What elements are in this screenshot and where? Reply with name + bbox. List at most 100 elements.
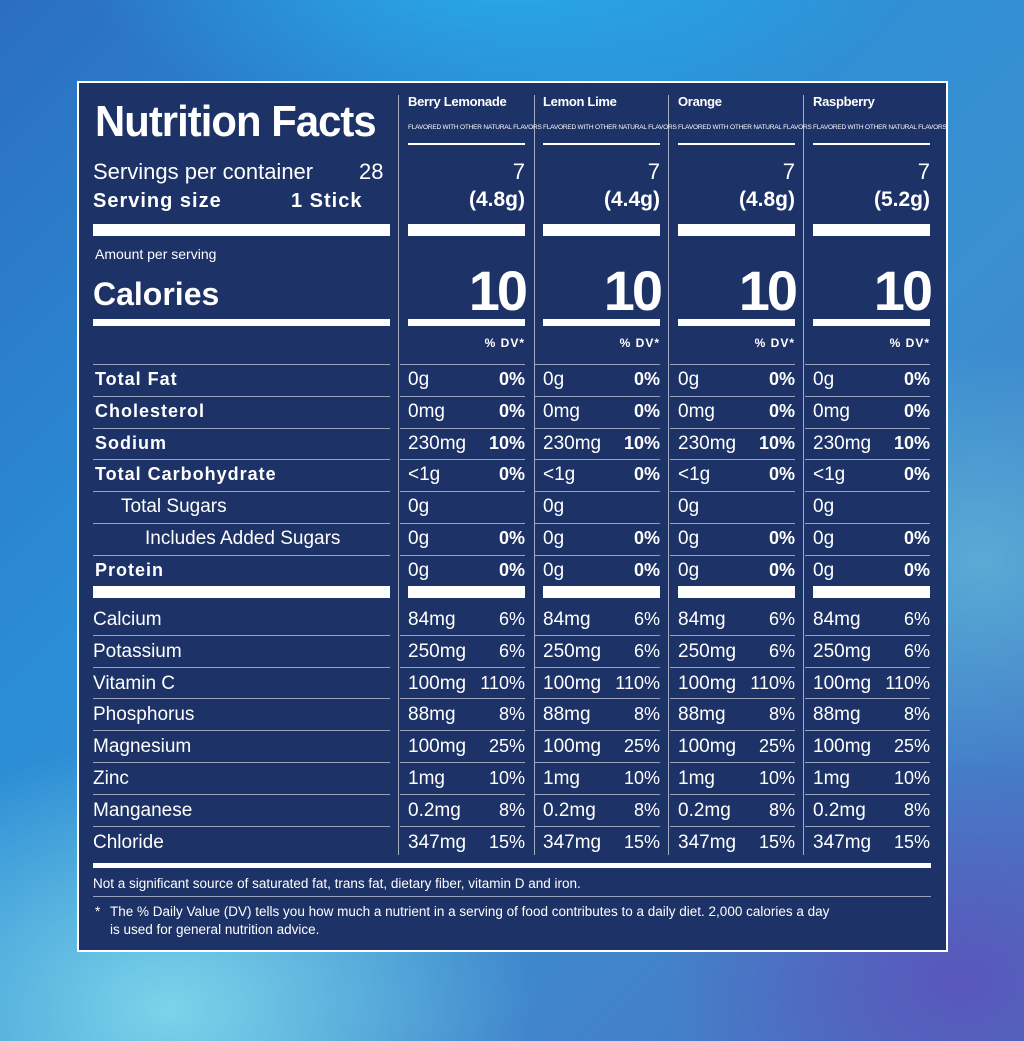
- nutrient-amount: 0g: [678, 496, 700, 518]
- row-divider: [670, 491, 795, 493]
- column-separator: [668, 95, 669, 855]
- column-separator: [803, 95, 804, 855]
- footnote-not-significant: Not a significant source of saturated fa…: [93, 876, 581, 891]
- section-thick-divider: [543, 586, 660, 598]
- servings-per-container-label: Servings per container: [93, 159, 314, 184]
- mineral-amount: 347mg: [408, 831, 467, 853]
- row-divider: [805, 395, 930, 397]
- flavor-subtitle: FLAVORED WITH OTHER NATURAL FLAVORS: [813, 124, 947, 131]
- row-divider: [400, 825, 525, 827]
- row-divider: [535, 698, 660, 700]
- flavor-calories-divider: [678, 319, 795, 326]
- row-divider: [400, 762, 525, 763]
- row-divider: [93, 395, 390, 397]
- row-divider: [93, 793, 390, 795]
- nutrient-amount: 0g: [408, 559, 430, 581]
- row-divider: [670, 634, 795, 636]
- mineral-amount: 250mg: [543, 640, 602, 662]
- row-divider: [805, 427, 930, 429]
- nutrient-amount: 0mg: [543, 400, 580, 422]
- mineral-daily-value: 6%: [768, 609, 795, 629]
- flavor-thick-divider: [408, 224, 525, 236]
- section-thick-divider: [93, 586, 390, 598]
- column-separator: [534, 95, 535, 855]
- nutrient-amount: 0g: [408, 369, 430, 390]
- nutrient-daily-value: 0%: [498, 400, 525, 421]
- row-divider: [805, 459, 930, 461]
- flavor-subtitle: FLAVORED WITH OTHER NATURAL FLAVORS: [543, 124, 677, 131]
- flavor-subtitle: FLAVORED WITH OTHER NATURAL FLAVORS: [408, 124, 542, 131]
- mineral-label: Magnesium: [93, 736, 192, 758]
- mineral-amount: 100mg: [813, 736, 872, 758]
- row-divider: [535, 730, 660, 732]
- nutrient-amount: <1g: [543, 464, 576, 486]
- mineral-amount: 250mg: [813, 640, 872, 662]
- nutrient-daily-value: 10%: [893, 432, 930, 453]
- mineral-amount: 100mg: [543, 736, 602, 758]
- row-divider: [805, 364, 930, 365]
- nutrient-amount: 0g: [813, 496, 835, 518]
- mineral-label: Chloride: [93, 831, 164, 853]
- mineral-label: Potassium: [93, 640, 182, 662]
- mineral-daily-value: 6%: [768, 640, 795, 661]
- nutrient-amount: 0mg: [408, 400, 445, 422]
- nutrient-label: Total Carbohydrate: [95, 464, 277, 485]
- row-divider: [805, 825, 930, 827]
- mineral-amount: 84mg: [678, 609, 726, 630]
- mineral-daily-value: 110%: [480, 672, 525, 693]
- amount-per-serving-label: Amount per serving: [95, 246, 217, 262]
- nutrient-amount: 0mg: [678, 400, 715, 422]
- nutrient-amount: 0g: [813, 528, 835, 549]
- mineral-amount: 84mg: [543, 609, 591, 630]
- mineral-amount: 0.2mg: [543, 799, 596, 821]
- row-divider: [400, 459, 525, 461]
- flavor-name: Raspberry: [813, 94, 875, 109]
- mineral-amount: 100mg: [408, 672, 467, 694]
- nutrient-amount: 0g: [408, 496, 430, 518]
- mineral-daily-value: 6%: [633, 609, 660, 629]
- mineral-amount: 347mg: [543, 831, 602, 853]
- nutrient-amount: 0g: [543, 559, 565, 581]
- mineral-daily-value: 6%: [633, 640, 660, 661]
- nutrient-daily-value: 0%: [903, 400, 930, 421]
- mineral-amount: 250mg: [408, 640, 467, 662]
- mineral-amount: 0.2mg: [678, 799, 731, 821]
- mineral-daily-value: 15%: [893, 831, 930, 852]
- dv-header: % DV*: [889, 336, 930, 350]
- row-divider: [670, 762, 795, 763]
- flavor-calories: 10: [873, 259, 933, 322]
- nutrient-daily-value: 0%: [768, 400, 795, 421]
- row-divider: [93, 666, 390, 668]
- row-divider: [670, 666, 795, 668]
- mineral-daily-value: 10%: [488, 768, 525, 788]
- nutrient-daily-value: 0%: [498, 528, 525, 548]
- mineral-amount: 100mg: [678, 672, 737, 694]
- mineral-daily-value: 10%: [758, 768, 795, 788]
- footnote-daily-value-line2: is used for general nutrition advice.: [110, 922, 320, 937]
- mineral-daily-value: 6%: [498, 640, 525, 661]
- nutrient-amount: 0g: [813, 369, 835, 390]
- nutrient-amount: 230mg: [543, 432, 602, 454]
- section-thick-divider: [408, 586, 525, 598]
- mineral-label: Calcium: [93, 609, 162, 630]
- nutrition-facts-title: Nutrition Facts: [95, 97, 377, 146]
- row-divider: [93, 459, 390, 461]
- row-divider: [535, 427, 660, 429]
- row-divider: [805, 762, 930, 763]
- flavor-servings: 7: [647, 159, 660, 184]
- row-divider: [670, 554, 795, 556]
- section-thick-divider: [813, 586, 930, 598]
- mineral-label: Phosphorus: [93, 704, 195, 726]
- flavor-calories-divider: [543, 319, 660, 326]
- nutrient-daily-value: 0%: [903, 559, 930, 580]
- mineral-amount: 100mg: [543, 672, 602, 694]
- flavor-calories: 10: [738, 259, 798, 322]
- row-divider: [670, 364, 795, 365]
- mineral-label: Vitamin C: [93, 672, 176, 694]
- mineral-daily-value: 25%: [893, 736, 930, 757]
- row-divider: [670, 459, 795, 461]
- nutrient-amount: 0g: [813, 559, 835, 581]
- row-divider: [93, 730, 390, 732]
- nutrient-label: Sodium: [95, 432, 167, 453]
- mineral-amount: 347mg: [813, 831, 872, 853]
